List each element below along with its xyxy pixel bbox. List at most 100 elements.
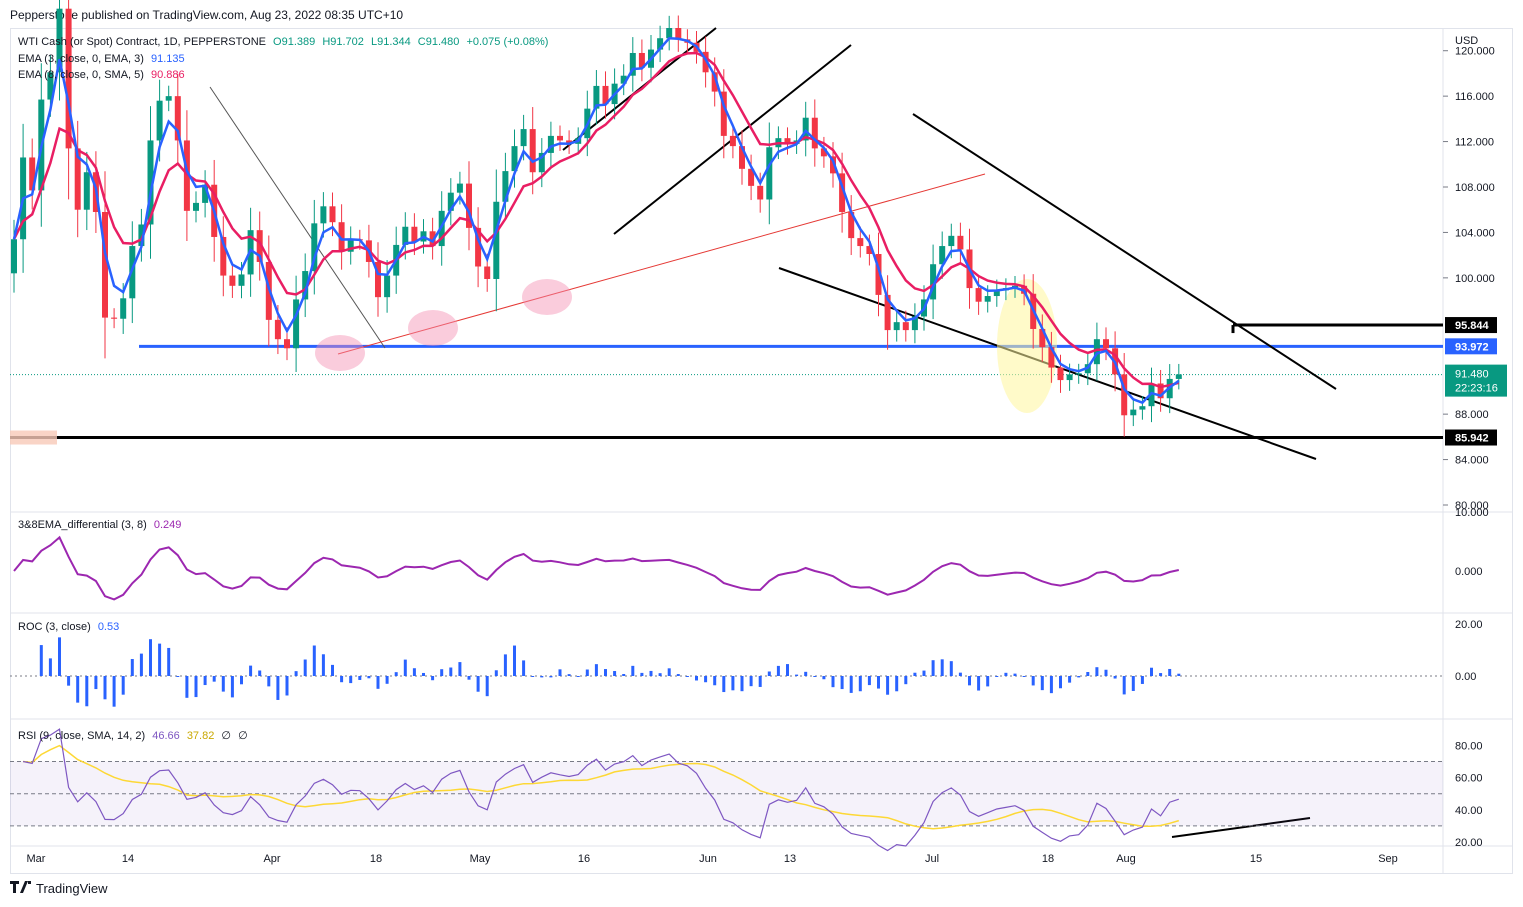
price-tick-label: 88.000	[1455, 409, 1489, 421]
roc-bar	[422, 672, 425, 676]
candle-body	[1057, 367, 1064, 381]
time-axis-label: Apr	[263, 853, 280, 865]
roc-bar	[1077, 676, 1081, 678]
roc-bar	[1013, 673, 1017, 676]
time-axis-label: 15	[1250, 853, 1262, 865]
footer-brand[interactable]: TradingView	[10, 881, 108, 896]
roc-bar	[640, 672, 644, 676]
roc-bar	[968, 676, 971, 686]
candle-body	[984, 296, 991, 302]
roc-bar	[804, 671, 808, 676]
candle-body	[1039, 328, 1046, 348]
roc-bar	[567, 674, 571, 676]
rsi-ma-value: 37.82	[186, 730, 215, 742]
time-axis-label: Aug	[1116, 853, 1136, 865]
candle-body	[156, 100, 163, 141]
candle-body	[484, 266, 491, 279]
roc-bar	[685, 676, 689, 677]
candle-body	[456, 183, 463, 193]
candle-body	[1130, 409, 1137, 416]
rsi-legend: RSI (9, close, SMA, 14, 2) 46.66 37.82 ∅…	[18, 729, 252, 742]
highlight-circle	[315, 335, 365, 371]
roc-bar	[176, 676, 180, 677]
roc-bar	[949, 661, 953, 676]
ema-fast-line	[12, 37, 1180, 405]
time-axis-label: 18	[1042, 853, 1054, 865]
roc-bar	[831, 676, 835, 688]
footer-brand-label: TradingView	[36, 881, 108, 896]
candle-body	[402, 226, 409, 245]
time-axis-label: Mar	[27, 853, 46, 865]
roc-bar	[1168, 668, 1172, 676]
roc-bar	[94, 676, 98, 690]
wedge-upper	[912, 113, 1337, 390]
roc-bar	[858, 676, 862, 692]
candle-body	[739, 146, 745, 169]
roc-bar	[221, 676, 225, 692]
ema-fast-label: EMA (3, close, 0, EMA, 3)	[18, 53, 144, 65]
roc-bar	[230, 676, 234, 698]
candle-body	[784, 138, 791, 144]
roc-bar	[704, 676, 708, 683]
candle-body	[11, 239, 17, 274]
candle-body	[338, 222, 345, 252]
roc-tick-label: 20.00	[1455, 619, 1483, 631]
symbol-label: WTI Cash (or Spot) Contract, 1D, PEPPERS…	[18, 36, 266, 48]
price-tick-label: 112.000	[1455, 137, 1494, 149]
ema-fast-value: 91.135	[151, 53, 185, 65]
trend-drawings	[10, 27, 1443, 838]
countdown-label: 22:23:16	[1455, 383, 1498, 395]
roc-bar	[1086, 672, 1090, 676]
roc-bar	[303, 659, 307, 676]
highlight-circle	[408, 310, 458, 346]
candle-body	[529, 129, 536, 173]
roc-bar	[613, 671, 617, 676]
ohlc-open: O91.389	[273, 36, 316, 48]
candle-body	[1139, 406, 1146, 410]
roc-bar	[795, 674, 799, 676]
candle-body	[1121, 374, 1128, 416]
roc-bar	[740, 676, 744, 692]
roc-bar	[576, 676, 580, 677]
candle-body	[811, 117, 818, 149]
candle-body	[866, 246, 873, 255]
candle-body	[1103, 339, 1109, 349]
main-legend: WTI Cash (or Spot) Contract, 1D, PEPPERS…	[18, 36, 552, 48]
ohlc-close: C91.480	[417, 36, 460, 48]
roc-bar	[158, 643, 162, 676]
roc-bar	[904, 676, 908, 685]
rsi-tick-label: 20.00	[1455, 837, 1483, 849]
candle-body	[666, 28, 673, 39]
roc-bar	[594, 664, 598, 676]
published-line: Pepperstone published on TradingView.com…	[10, 8, 404, 22]
roc-bar	[276, 676, 280, 700]
time-axis-label: 18	[370, 853, 382, 865]
roc-bar	[130, 659, 134, 676]
roc-bar	[376, 676, 380, 689]
trendline-1	[209, 86, 386, 349]
candle-body	[220, 236, 227, 276]
roc-bar	[913, 672, 917, 676]
roc-bar	[540, 676, 544, 678]
roc-bar	[1068, 676, 1072, 683]
roc-bar	[513, 645, 516, 676]
candle-body	[174, 96, 181, 141]
roc-bar	[558, 669, 562, 676]
rsi-tick-label: 60.00	[1455, 773, 1483, 785]
roc-bar	[103, 676, 107, 700]
roc-label: ROC (3, close)	[18, 621, 91, 633]
rsi-tick-label: 80.00	[1455, 740, 1483, 752]
roc-bar	[531, 676, 535, 677]
candle-body	[602, 85, 609, 105]
roc-bar	[267, 676, 271, 687]
candle-body	[138, 224, 145, 247]
roc-bar	[922, 670, 926, 676]
roc-bar	[658, 673, 662, 676]
roc-bar	[1104, 669, 1108, 676]
candle-body	[993, 290, 1000, 297]
candle-body	[547, 135, 554, 153]
time-axis-label: 13	[784, 853, 796, 865]
highlight-circle	[522, 279, 572, 315]
